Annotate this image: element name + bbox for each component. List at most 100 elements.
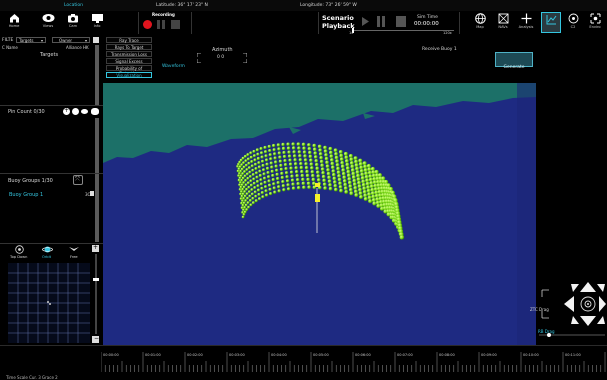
zoom-slider-track[interactable] [95,254,97,334]
buoy-sphere [249,155,253,159]
minimap-grid[interactable] [8,263,90,343]
zoom-out-button[interactable]: − [92,335,99,343]
pin-visibility-button[interactable] [81,109,88,114]
buoy-sphere [374,190,379,195]
zoom-in-button[interactable]: + [92,244,99,252]
views-button[interactable]: Views [38,12,58,33]
latitude-readout: Latitude: 36° 17' 23" N [156,3,208,8]
c2-button[interactable]: C2 [563,12,583,33]
view-top-down-button[interactable]: Top Down [8,244,31,260]
owner-dropdown[interactable]: Owner ▾ [52,37,90,43]
navs-button[interactable]: NAVs [493,12,513,33]
buoy-scrollbar[interactable] [95,187,99,242]
menu-ray-trace[interactable]: Ray Trace [106,37,152,43]
rb-drag-label: RB Drag [538,329,555,334]
buoy-sphere [281,146,286,151]
targets-scrollbar[interactable] [95,45,99,105]
analysis-button[interactable]: Analysis [516,12,536,33]
buoy-sphere [366,163,371,169]
map-button[interactable]: Map [470,12,490,33]
buoy-sphere [246,153,250,157]
buoy-sphere [297,150,302,154]
chart-tool-button[interactable] [541,12,561,33]
buoy-array[interactable] [236,142,405,240]
menu-rays-to-target[interactable]: Rays To Target [106,44,152,50]
record-button[interactable] [143,20,152,29]
buoy-sphere [256,184,260,188]
filter-dropdown[interactable]: Targets ▾ [16,37,46,43]
buoy-sphere [357,180,362,185]
info-button[interactable]: Info [87,12,107,33]
buoy-sphere [281,184,286,188]
environment-icon [590,13,600,24]
buoy-group-toggle[interactable] [90,191,94,196]
speed-slider-handle[interactable] [352,28,354,33]
filter-toggle-button[interactable] [93,37,99,43]
ocean-scene[interactable] [103,83,536,345]
buoy-sphere [238,183,242,187]
buoy-sphere [349,157,354,162]
menu-probability-of-detection[interactable]: Probability of Detection [106,65,152,76]
buoy-sphere [351,175,356,180]
add-buoy-group-button[interactable]: ⤧ [73,175,83,185]
time-scale-footer: Time Scale Cur. 3 Grace 2 [6,375,58,380]
playback-stop-button[interactable] [396,16,406,27]
buoy-sphere [353,186,358,190]
buoy-sphere [241,187,245,191]
view-orbit-button[interactable]: Orbit [36,244,58,260]
play-icon[interactable] [361,16,370,27]
menu-visualization[interactable]: Visualization [106,72,152,78]
buoy-sphere [374,169,379,175]
speed-slider-track[interactable] [352,30,454,31]
pins-scrollbar[interactable] [95,118,99,203]
stop-button[interactable] [171,20,180,29]
buoy-sphere [260,159,265,163]
navigation-pad[interactable] [537,280,607,340]
environment-button[interactable]: Enviro [585,12,605,33]
buoy-sphere [242,208,245,212]
timeline[interactable]: 00:00:00 00:01:00 00:02:00 00:03:00 00:04:00… [0,345,607,380]
buoy-sphere [279,167,284,172]
main-toolbar: Home Views Cam Info Recording Scenario P… [0,11,607,36]
buoy-sphere [290,174,294,178]
buoy-group-item[interactable]: Buoy Group 1 [9,192,44,198]
buoy-sphere [373,183,378,188]
playback-pause-left[interactable] [377,16,380,27]
3d-viewport[interactable] [103,83,536,345]
buoy-sphere [371,198,376,203]
source-buoy-top [315,183,320,187]
buoy-sphere [337,174,342,178]
view-free-button[interactable]: Free [63,244,85,260]
buoy-sphere [301,142,306,147]
buoy-sphere [370,187,375,192]
generate-button[interactable]: Generate [495,52,533,70]
targets-heading: Targets [40,52,59,58]
acoustics-menu: Ray Trace Rays To Target Transmission Lo… [103,35,156,83]
menu-transmission-loss[interactable]: Transmission Loss [106,51,152,57]
buoy-sphere [338,181,343,186]
top-down-view-icon [15,245,24,254]
buoy-sphere [358,158,363,163]
home-button[interactable]: Home [4,12,24,33]
buoy-sphere [278,155,282,159]
azimuth-label: Azimuth [212,47,233,53]
waveform-label[interactable]: Waveform [162,64,185,69]
buoy-sphere [248,194,252,198]
buoy-sphere [239,197,243,200]
buoy-sphere [323,145,327,150]
zoom-slider-handle[interactable] [93,278,99,281]
timeline-ruler[interactable]: 00:00:00 00:01:00 00:02:00 00:03:00 00:04:00… [100,352,607,374]
buoy-sphere [250,192,254,196]
buoy-sphere [327,175,331,180]
buoy-sphere [245,172,249,176]
azimuth-field[interactable]: 0 0 [197,53,247,63]
add-pin-button[interactable]: + [63,107,70,115]
buoy-sphere [284,171,289,175]
camera-button[interactable]: Cam [63,12,83,33]
menu-signal-excess[interactable]: Signal Excess [106,58,152,64]
pin-chat-button[interactable] [91,108,99,115]
delete-pin-button[interactable] [72,108,79,115]
buoy-sphere [334,152,339,156]
visualization-controls: Azimuth 0 0 Waveform Receive Buoy 1 Gene… [155,35,536,83]
buoy-sphere [313,155,318,159]
